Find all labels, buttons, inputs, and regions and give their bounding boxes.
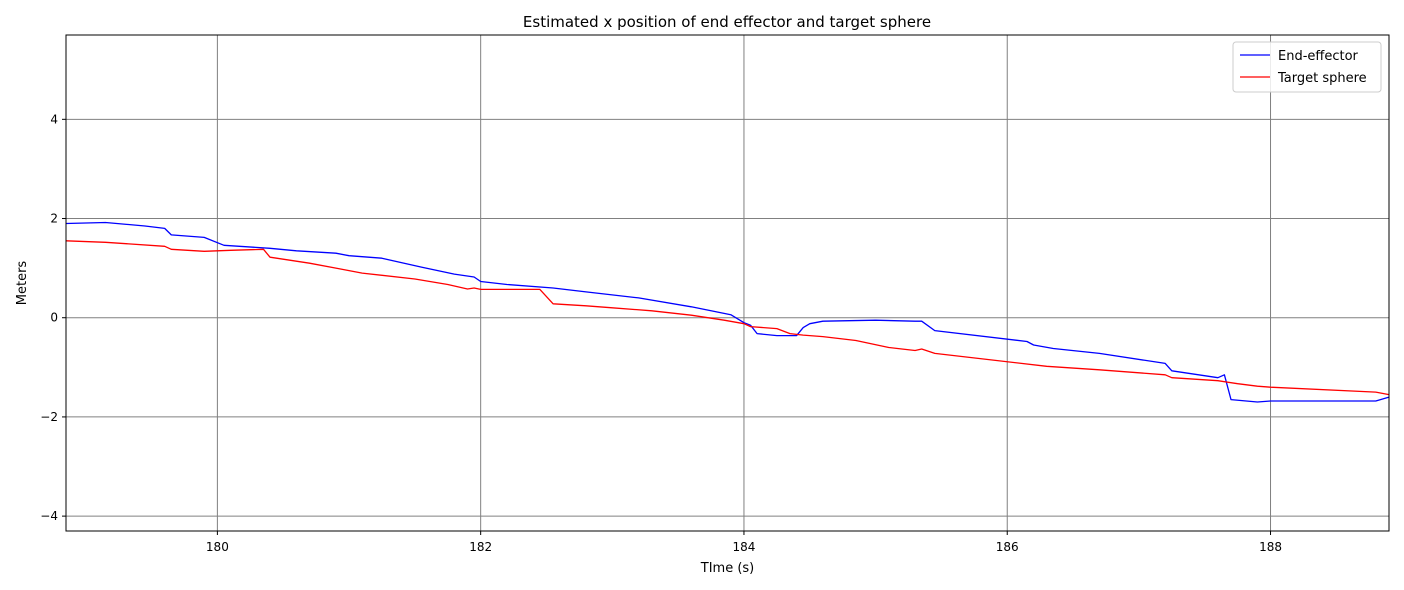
y-tick-label: 0 — [50, 311, 58, 325]
x-axis-label: TIme (s) — [700, 561, 755, 576]
grid-lines — [66, 35, 1389, 531]
legend: End-effector Target sphere — [1232, 41, 1382, 93]
x-tick-label: 180 — [206, 540, 229, 554]
end-effector-line — [65, 221, 1390, 403]
axis-ticks: 180 182 184 186 188 −4 −2 0 2 4 — [40, 112, 1282, 554]
plot-area-frame — [65, 34, 1390, 532]
y-axis-label: Meters — [15, 261, 30, 306]
y-tick-label: −2 — [40, 410, 58, 424]
y-tick-label: −4 — [40, 509, 58, 523]
series-lines — [65, 221, 1390, 403]
target-sphere-line — [65, 240, 1390, 396]
x-tick-label: 182 — [469, 540, 492, 554]
y-tick-label: 4 — [50, 112, 58, 126]
x-tick-label: 186 — [996, 540, 1019, 554]
legend-label-target-sphere: Target sphere — [1277, 71, 1367, 86]
x-tick-label: 188 — [1259, 540, 1282, 554]
y-tick-label: 2 — [50, 212, 58, 226]
legend-label-end-effector: End-effector — [1278, 49, 1359, 64]
chart-title: Estimated x position of end effector and… — [523, 13, 931, 31]
x-tick-label: 184 — [733, 540, 756, 554]
